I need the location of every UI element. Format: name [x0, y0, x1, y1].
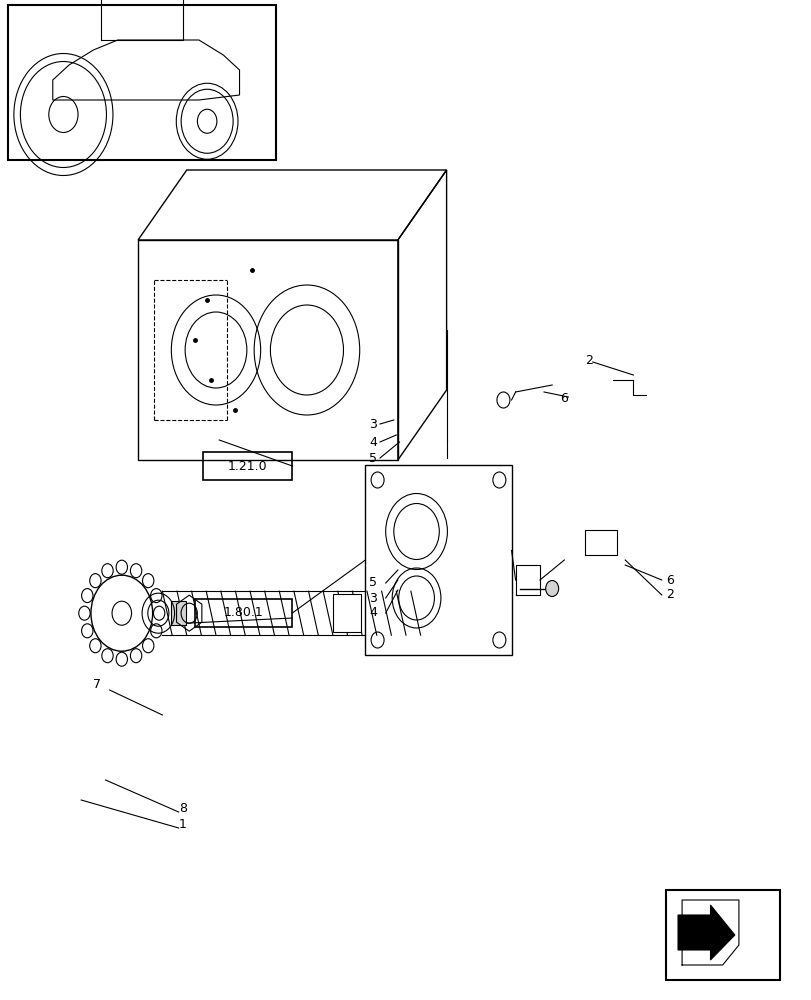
- Bar: [8, 5, 276, 160]
- Text: 1: 1: [178, 818, 187, 832]
- Text: 3: 3: [369, 591, 377, 604]
- Bar: [333, 594, 361, 632]
- Bar: [665, 890, 779, 980]
- Text: 2: 2: [665, 588, 673, 601]
- Circle shape: [545, 580, 558, 596]
- Text: 1.80.1: 1.80.1: [224, 606, 263, 619]
- Text: 7: 7: [93, 678, 101, 692]
- Polygon shape: [677, 905, 734, 960]
- Bar: [195, 599, 292, 627]
- Bar: [138, 240, 397, 460]
- Text: 5: 5: [369, 576, 377, 589]
- Text: 4: 4: [369, 606, 377, 619]
- Bar: [203, 452, 292, 480]
- Text: 1.21.0: 1.21.0: [228, 460, 267, 473]
- Text: 8: 8: [178, 802, 187, 814]
- Bar: [365, 465, 511, 655]
- Text: 6: 6: [560, 391, 568, 404]
- Text: 5: 5: [369, 452, 377, 464]
- Bar: [171, 601, 186, 625]
- Text: 6: 6: [665, 574, 673, 586]
- Text: 4: 4: [369, 436, 377, 448]
- Text: 3: 3: [369, 418, 377, 430]
- Text: 2: 2: [584, 354, 592, 366]
